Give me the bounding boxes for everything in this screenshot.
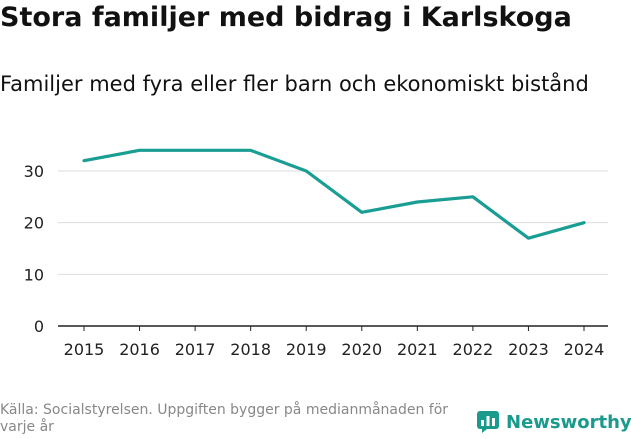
y-tick-label: 30 (24, 162, 44, 181)
chart-subtitle: Familjer med fyra eller fler barn och ek… (0, 72, 589, 96)
x-tick-label: 2017 (175, 340, 216, 359)
source-note: Källa: Socialstyrelsen. Uppgiften bygger… (0, 402, 449, 435)
x-tick-label: 2024 (564, 340, 605, 359)
x-tick-label: 2019 (286, 340, 327, 359)
y-tick-label: 0 (34, 317, 44, 336)
x-tick-label: 2023 (508, 340, 549, 359)
chart-title: Stora familjer med bidrag i Karlskoga (0, 2, 572, 33)
x-tick-label: 2018 (230, 340, 271, 359)
y-tick-label: 10 (24, 265, 44, 284)
line-chart: 0 10 20 30 2015 2016 2017 2018 2019 2020 2021 2022 2… (24, 148, 608, 359)
newsworthy-logo: Newsworthy (476, 410, 631, 434)
x-tick-label: 2015 (64, 340, 105, 359)
x-tick-label: 2022 (453, 340, 494, 359)
y-tick-label: 20 (24, 214, 44, 233)
x-tick-label: 2020 (341, 340, 382, 359)
newsworthy-logo-icon (477, 411, 499, 433)
x-tick-label: 2021 (397, 340, 438, 359)
series-line (82, 148, 586, 240)
x-tick-label: 2016 (119, 340, 160, 359)
newsworthy-logo-text: Newsworthy (506, 411, 631, 433)
